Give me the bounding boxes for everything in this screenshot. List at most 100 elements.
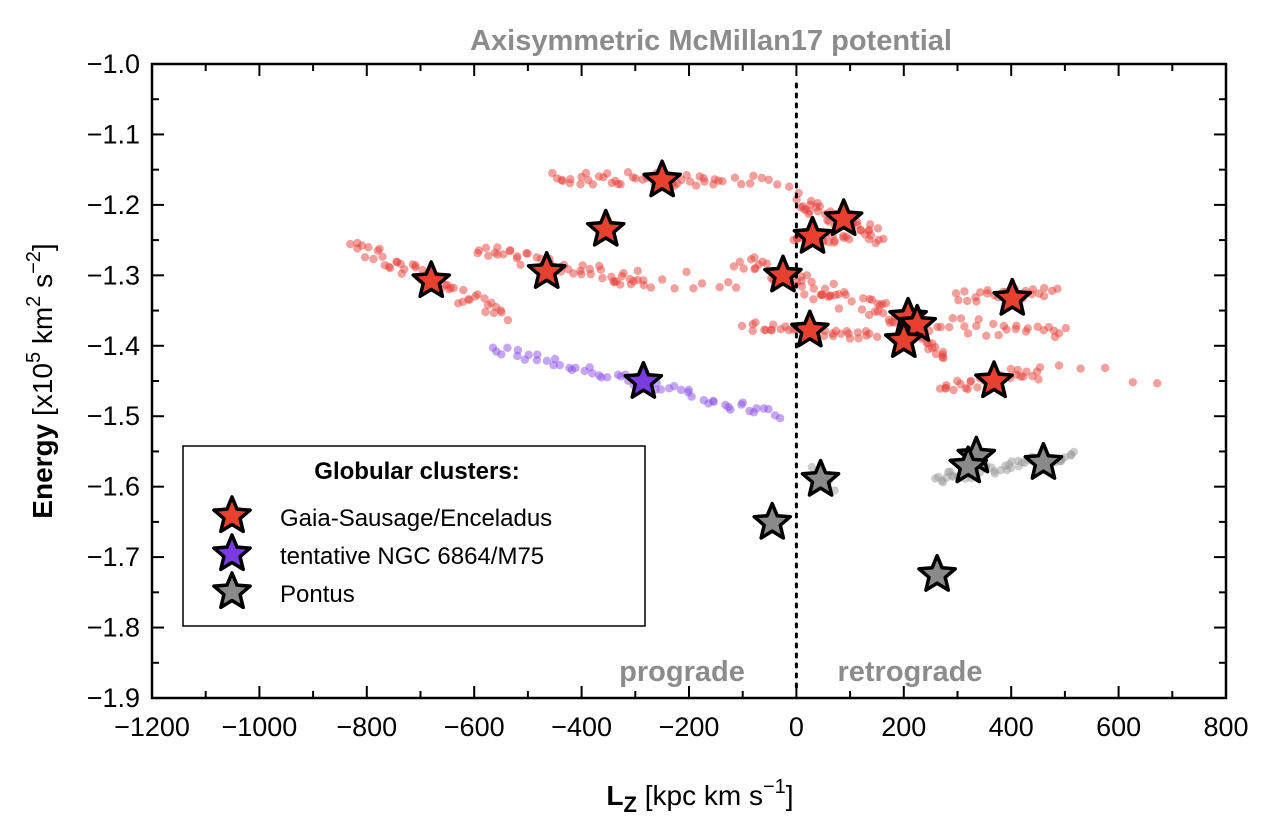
cluster-stars [411, 159, 1064, 592]
orbit-point [682, 171, 691, 180]
orbit-point [764, 175, 773, 184]
orbit-point [481, 243, 491, 252]
orbit-point [982, 331, 991, 340]
orbit-point [739, 264, 748, 273]
y-tick-label: −1.8 [87, 613, 140, 643]
orbit-point [976, 288, 985, 297]
legend-box [182, 445, 646, 627]
orbit-point [577, 269, 586, 279]
orbit-point [1002, 325, 1011, 334]
orbit-point [505, 246, 515, 256]
orbit-point [459, 285, 468, 295]
orbit-point [697, 279, 707, 288]
orbit-point [602, 169, 612, 178]
orbit-point [757, 173, 767, 183]
orbit-point [730, 173, 740, 182]
orbit-point [994, 330, 1003, 340]
orbit-point [615, 280, 625, 289]
orbit-point [963, 385, 972, 394]
orbit-point [542, 356, 552, 365]
axis-ticks: −1200 −1000 −800 −600 −400 −200 0 200 400 600 800 −… [87, 49, 1249, 742]
y-tick-label: −1.6 [87, 472, 140, 502]
orbit-point [1023, 324, 1032, 333]
orbit-point [1101, 363, 1110, 373]
orbit-point [966, 376, 976, 386]
orbit-point [807, 463, 817, 472]
x-axis-title: LZ [kpc km s−1] [606, 776, 793, 817]
orbit-point [847, 297, 856, 306]
orbit-point [689, 284, 698, 293]
x-axis-title-sup: −1 [763, 776, 786, 798]
orbit-point [748, 326, 757, 336]
orbit-point [692, 181, 701, 190]
orbit-point [769, 320, 778, 329]
orbit-point [588, 180, 598, 189]
orbit-point [751, 318, 760, 327]
orbit-point [972, 321, 981, 331]
cluster-star [623, 360, 664, 399]
orbit-point [513, 345, 523, 355]
orbit-point [859, 294, 868, 303]
orbit-point [1153, 379, 1162, 388]
y-axis-title-sup1: 5 [23, 352, 45, 363]
orbit-point [735, 257, 744, 266]
orbit-point [512, 254, 521, 263]
orbit-point [480, 294, 489, 303]
orbit-point [872, 332, 882, 341]
orbit-point [807, 277, 816, 287]
y-axis-title: Energy [x105 km2 s−2] [23, 243, 58, 518]
orbit-point [866, 220, 875, 229]
orbit-point [581, 168, 591, 178]
x-tick-label: −800 [336, 712, 397, 742]
orbit-point [523, 249, 532, 258]
orbit-point [357, 241, 367, 250]
orbit-point [963, 329, 973, 338]
orbit-point [578, 261, 587, 270]
orbit-point [983, 289, 992, 298]
orbit-point [797, 276, 806, 286]
orbit-point [724, 278, 733, 287]
orbit-point [941, 384, 950, 393]
legend-star [212, 571, 252, 610]
orbit-point [598, 273, 607, 283]
orbit-point [874, 235, 883, 245]
orbit-point [881, 299, 891, 308]
y-axis-title-sup3: −2 [23, 251, 45, 274]
x-tick-label: −1000 [221, 712, 297, 742]
orbit-point [939, 354, 948, 363]
x-tick-label: −400 [551, 712, 612, 742]
orbit-point [603, 373, 612, 382]
x-tick-label: 0 [789, 712, 804, 742]
orbit-point [1006, 463, 1016, 473]
orbit-point [555, 361, 564, 370]
orbit-point [826, 292, 835, 301]
orbit-point [493, 243, 502, 252]
orbit-point [845, 334, 855, 343]
legend: Globular clusters: Gaia-Sausage/Enceladu… [182, 445, 646, 627]
orbit-point [596, 265, 606, 274]
orbit-point [369, 254, 378, 264]
orbit-point [685, 177, 695, 186]
orbit-point [737, 321, 747, 331]
orbit-point [346, 239, 355, 249]
orbit-point [1006, 364, 1016, 374]
orbit-point [700, 177, 709, 186]
orbit-point [737, 179, 746, 189]
y-axis-title-mid: km [27, 307, 58, 352]
orbit-point [785, 182, 794, 191]
cluster-star [992, 277, 1033, 316]
x-tick-label: 800 [1203, 712, 1248, 742]
orbit-point [471, 292, 480, 301]
orbit-point [989, 319, 998, 329]
orbit-point [1128, 378, 1138, 387]
orbit-point [364, 243, 373, 252]
orbit-point [516, 260, 525, 269]
orbit-point [588, 369, 597, 378]
orbit-point [840, 288, 849, 297]
orbit-point [845, 235, 854, 244]
orbit-point [670, 382, 679, 391]
x-axis-title-main: L [606, 780, 623, 811]
cluster-star [411, 260, 452, 299]
cluster-star [526, 251, 567, 289]
